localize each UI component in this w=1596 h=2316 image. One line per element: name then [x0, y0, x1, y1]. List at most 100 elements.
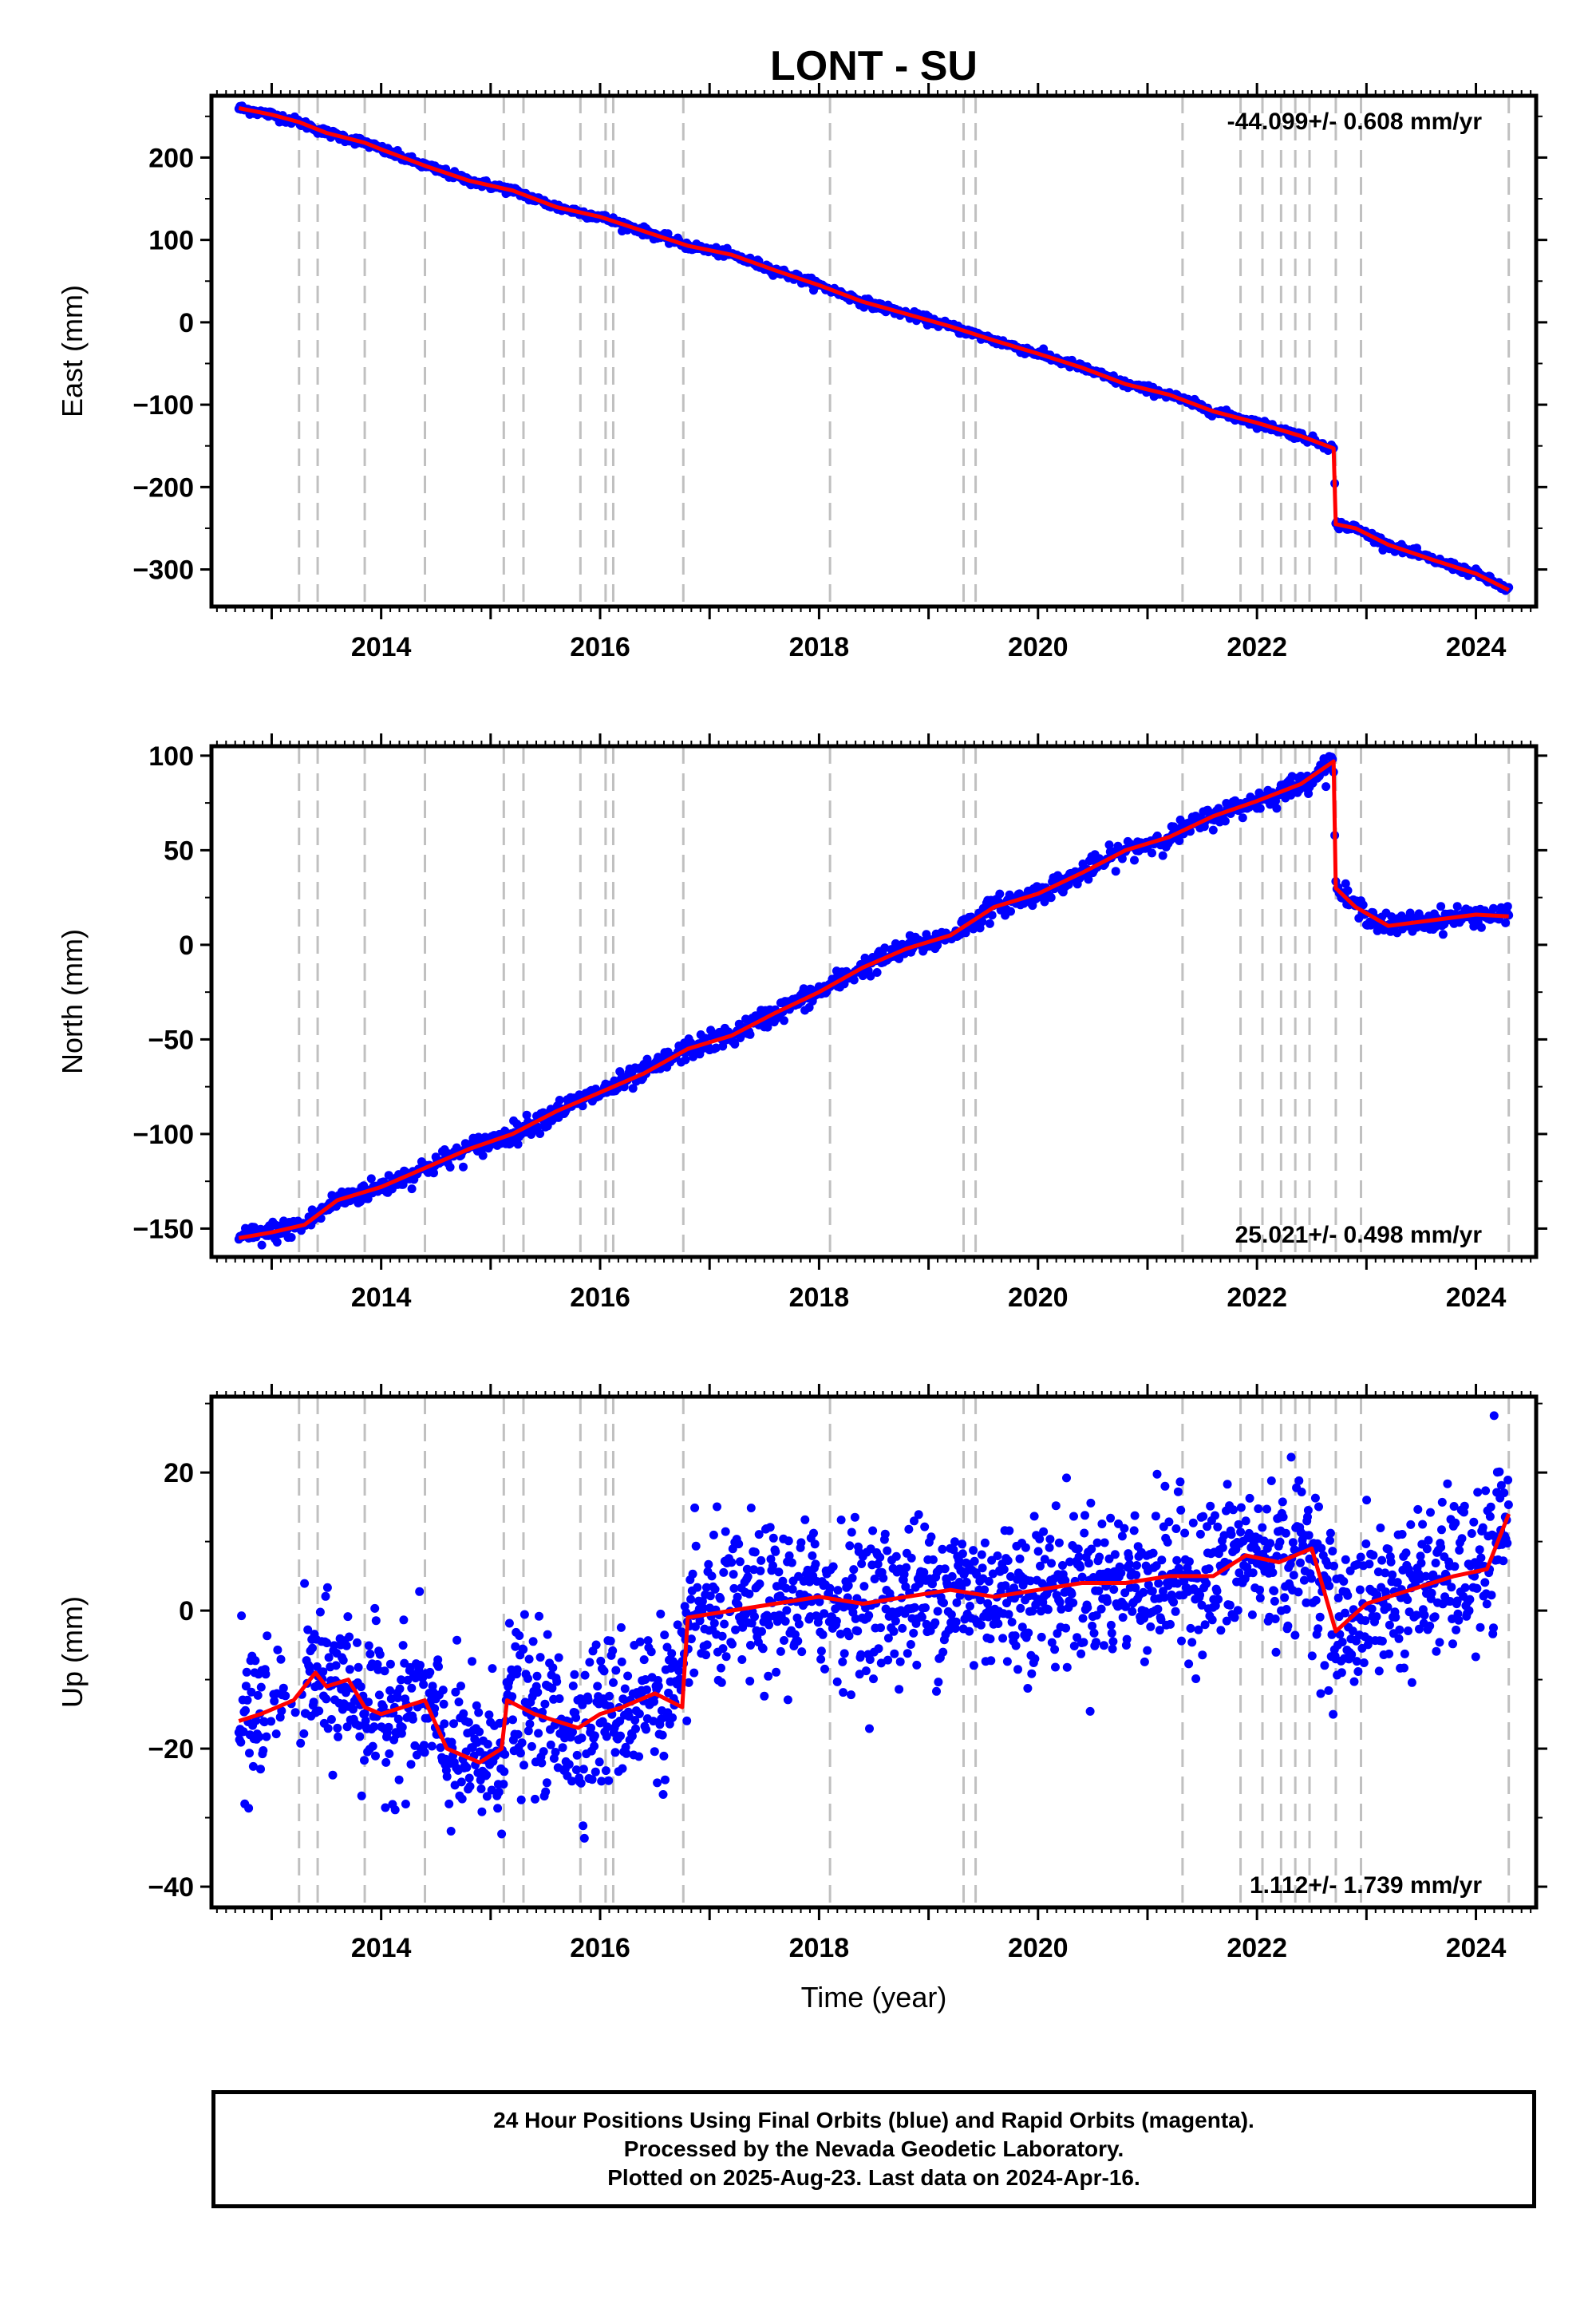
data-point — [1481, 1486, 1491, 1496]
data-point — [305, 1666, 314, 1676]
data-point — [618, 1764, 627, 1773]
data-point — [370, 1603, 380, 1613]
data-point — [735, 1557, 745, 1567]
data-point — [1314, 1502, 1323, 1512]
data-point — [1005, 1526, 1014, 1535]
data-point — [859, 1582, 869, 1591]
data-point — [1376, 1524, 1385, 1532]
data-point — [1473, 1488, 1483, 1497]
data-point — [1397, 1530, 1407, 1539]
data-point — [1223, 1480, 1232, 1489]
data-point — [825, 1583, 835, 1593]
data-point — [450, 1780, 460, 1790]
data-point — [1289, 1571, 1298, 1580]
data-point — [442, 1772, 452, 1781]
data-point — [1359, 1658, 1369, 1667]
data-point — [407, 1683, 417, 1693]
data-point — [818, 1630, 828, 1639]
data-point — [597, 1777, 606, 1786]
data-point — [1080, 1528, 1089, 1538]
data-point — [368, 1741, 377, 1751]
data-point — [360, 1709, 369, 1718]
data-point — [1381, 1568, 1390, 1578]
data-point — [1152, 1469, 1162, 1479]
data-point — [482, 1792, 492, 1801]
y-axis-label: East (mm) — [56, 285, 89, 417]
data-point — [590, 1731, 599, 1741]
panel-east: −300 −200 −100 0 100 200 2014 2016 2018 2020 2022 2… — [56, 83, 1547, 662]
data-point — [1472, 1583, 1482, 1593]
data-point — [976, 1595, 986, 1605]
data-point — [1270, 1614, 1280, 1623]
data-point — [865, 1655, 875, 1664]
data-point — [539, 1747, 548, 1757]
data-point — [436, 1743, 445, 1753]
data-point — [494, 1788, 504, 1796]
data-point — [630, 1716, 640, 1725]
data-point — [1282, 1605, 1291, 1614]
data-point — [1114, 1519, 1123, 1528]
data-point — [416, 1661, 425, 1670]
data-point — [1443, 1479, 1452, 1488]
data-point — [938, 1544, 947, 1554]
data-point — [1438, 930, 1448, 939]
data-point — [1103, 1597, 1112, 1607]
data-point — [366, 1174, 376, 1184]
data-point — [1280, 1593, 1290, 1603]
data-point — [718, 1644, 728, 1654]
data-point — [1385, 1649, 1394, 1658]
data-point — [717, 1678, 726, 1687]
data-point — [1121, 1602, 1130, 1611]
data-point — [385, 1659, 395, 1669]
data-point — [1110, 1550, 1120, 1559]
data-point — [1236, 1528, 1246, 1537]
data-point — [381, 1757, 391, 1767]
data-point — [427, 1741, 437, 1751]
data-point — [328, 1770, 338, 1780]
data-point — [764, 1671, 773, 1681]
data-point — [579, 1765, 588, 1774]
data-point — [763, 1022, 772, 1032]
data-point — [1413, 1504, 1423, 1514]
data-point — [985, 919, 994, 928]
data-point — [554, 1653, 563, 1662]
data-point — [571, 1765, 581, 1775]
data-point — [248, 1761, 258, 1771]
data-point — [729, 1570, 738, 1579]
data-point — [516, 1749, 525, 1758]
data-point — [1303, 1512, 1312, 1522]
data-point — [523, 1674, 532, 1683]
data-point — [1171, 1607, 1180, 1616]
data-point — [816, 1654, 826, 1664]
data-point — [355, 1732, 365, 1741]
data-point — [832, 1616, 841, 1626]
data-point — [641, 1675, 650, 1684]
data-point — [605, 1691, 614, 1701]
data-point — [756, 1566, 765, 1575]
data-point — [1452, 902, 1462, 911]
data-point — [590, 1741, 599, 1751]
data-point — [1222, 1616, 1231, 1626]
data-point — [315, 1607, 325, 1617]
data-point — [1422, 1544, 1432, 1554]
data-points — [234, 752, 1514, 1250]
data-point — [969, 1661, 978, 1670]
data-point — [970, 1556, 979, 1566]
data-point — [928, 1579, 937, 1589]
data-point — [980, 1538, 990, 1547]
data-point — [890, 1649, 899, 1658]
data-point — [1290, 1630, 1300, 1640]
data-point — [1197, 1600, 1207, 1610]
data-point — [322, 1583, 332, 1592]
data-point — [1154, 1579, 1163, 1588]
data-point — [523, 1726, 533, 1736]
data-point — [1400, 1649, 1409, 1658]
data-point — [844, 1631, 854, 1641]
data-point — [519, 1610, 529, 1619]
data-point — [772, 1667, 781, 1677]
data-point — [267, 1717, 276, 1726]
data-point — [593, 1682, 602, 1691]
data-point — [1033, 1547, 1043, 1556]
data-point — [468, 1657, 476, 1666]
